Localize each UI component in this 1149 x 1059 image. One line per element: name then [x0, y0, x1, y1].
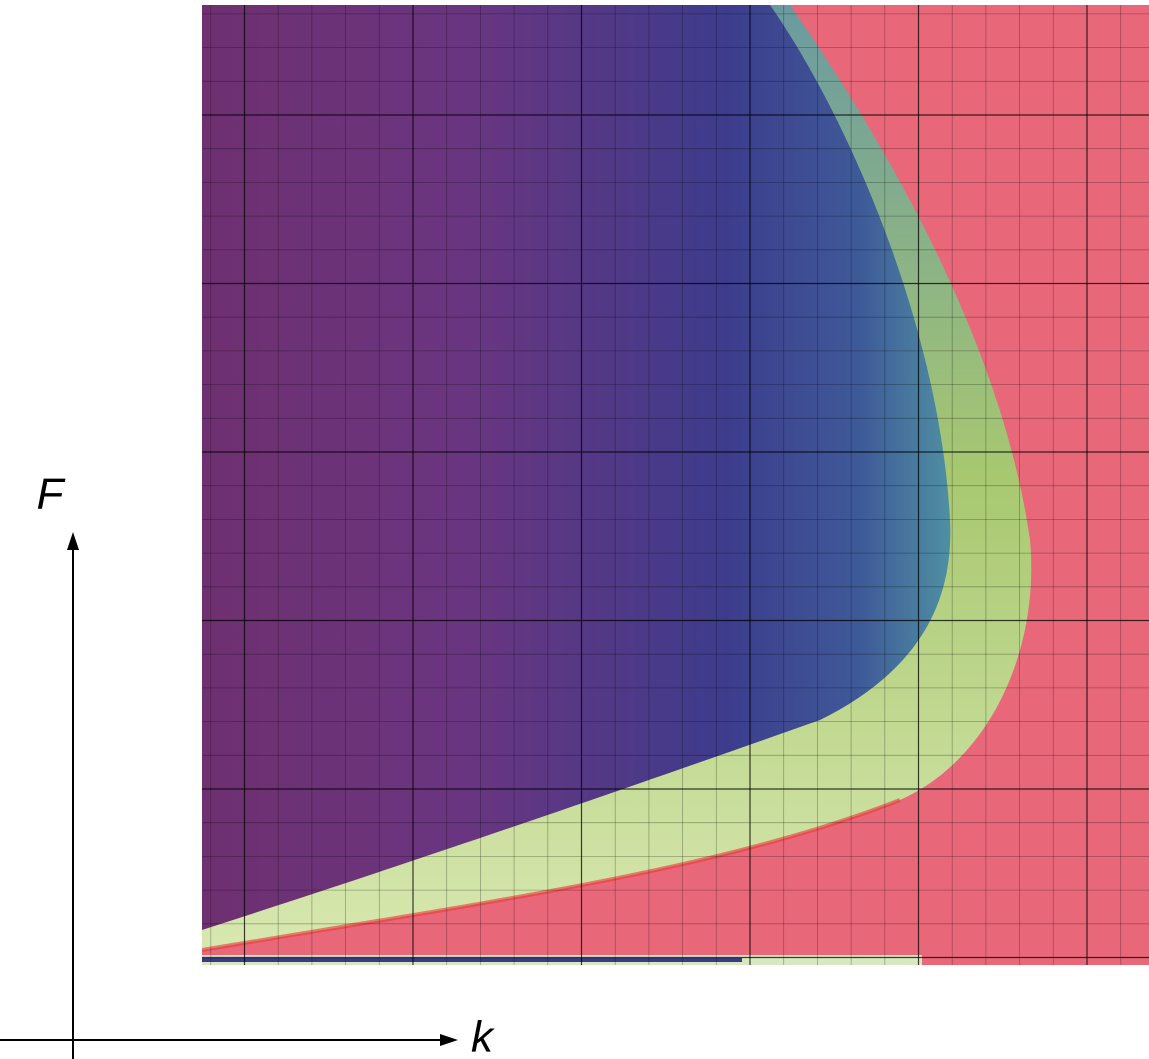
x-axis-label: k — [471, 1013, 495, 1059]
x-arrow — [440, 1034, 458, 1046]
grid — [202, 5, 1149, 965]
y-axis-label: F — [37, 470, 66, 519]
edge — [202, 798, 901, 952]
phase-map — [202, 5, 1149, 965]
uniform-region — [202, 5, 951, 930]
bottom-strip-line — [202, 958, 742, 962]
y-arrow — [67, 532, 79, 550]
